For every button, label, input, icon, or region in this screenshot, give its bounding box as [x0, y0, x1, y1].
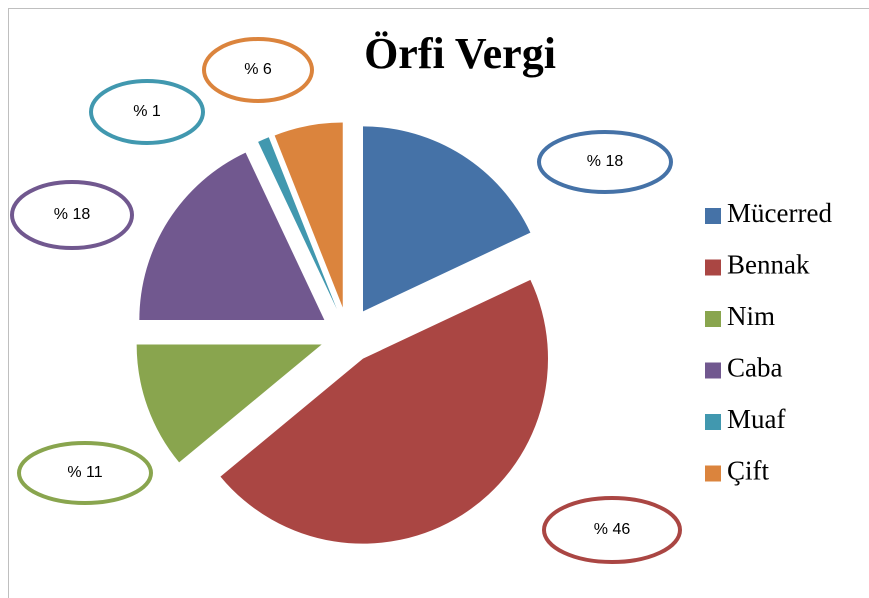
label-bubble	[10, 180, 134, 250]
legend-swatch	[705, 362, 721, 379]
label-bubble	[537, 130, 673, 194]
legend-text: Nim	[727, 301, 775, 331]
data-label: % 18	[54, 206, 91, 223]
legend-swatch	[705, 311, 721, 327]
data-label: % 1	[133, 103, 161, 120]
label-bubble	[17, 441, 153, 505]
legend-text: Çift	[727, 456, 770, 486]
legend-text: Bennak	[727, 250, 810, 280]
label-bubble	[202, 37, 314, 103]
chart-title: Örfi Vergi	[364, 29, 556, 78]
pie-slice	[139, 152, 325, 320]
legend-text: Muaf	[727, 404, 785, 434]
data-label: % 11	[67, 464, 102, 481]
legend-text: Caba	[727, 353, 782, 383]
pie-slice	[258, 137, 337, 310]
label-bubble	[89, 79, 205, 145]
data-label: % 6	[244, 61, 272, 78]
pie-slice	[274, 122, 343, 308]
label-bubble	[542, 496, 682, 564]
data-label: % 46	[594, 521, 631, 538]
legend-swatch	[705, 208, 721, 224]
legend-swatch	[705, 465, 721, 482]
pie-slice	[220, 279, 549, 544]
data-label: % 18	[587, 153, 624, 170]
legend-swatch	[705, 414, 721, 430]
pie-slice	[136, 344, 322, 463]
pie-slice	[363, 126, 531, 312]
legend-text: Mücerred	[727, 198, 832, 228]
legend-swatch	[705, 259, 721, 276]
